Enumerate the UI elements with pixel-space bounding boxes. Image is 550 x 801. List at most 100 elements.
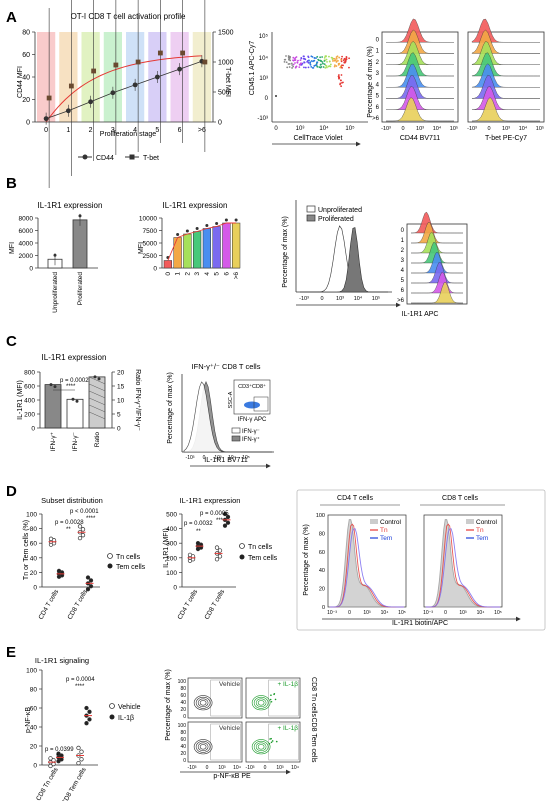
stars-d2-1: **: [196, 529, 201, 535]
flow-event: [304, 58, 307, 61]
data-point-tbet: [135, 59, 141, 65]
flow-y-tick: 40: [180, 744, 186, 750]
data-point-cd44: [132, 82, 138, 88]
pvalue-c: p = 0.0002: [60, 378, 89, 384]
data-point-tbet: [180, 50, 186, 56]
flow-event: [292, 56, 295, 59]
flow-event: [324, 66, 327, 69]
stage-label: 1: [376, 49, 380, 55]
flow-x-tick: 10⁴: [291, 765, 299, 771]
stars-d1-1: **: [66, 527, 71, 533]
hist-x-label-d: IL-1R1 biotin/APC: [392, 620, 448, 627]
flow-event: [309, 61, 312, 64]
legend-d2: Tn cells Tem cells: [239, 543, 278, 562]
legend-swatch-control: [370, 519, 378, 524]
y-tick-label: 40: [30, 555, 38, 562]
flow-event: [325, 55, 327, 57]
hist-x-tick: 10⁵: [372, 295, 380, 302]
flow-event: [299, 59, 302, 62]
x-tick-label: IFN-γ⁺: [50, 431, 57, 451]
pvalue-d2-2: p = 0.0005: [200, 511, 229, 517]
hatch: [88, 397, 106, 406]
pvalue-d1-1: p = 0.0028: [55, 520, 84, 526]
hist-y-label-c: Percentage of max (%): [167, 372, 174, 444]
contour: [195, 740, 211, 753]
y-tick-label: 100: [26, 512, 37, 519]
flow-event: [333, 57, 336, 60]
y-axis-label-c-right: Ratio IFN-γ⁺/IFN-γ⁻: [134, 369, 141, 431]
flow-x-tick: 0: [274, 126, 278, 132]
data-point-filled: [85, 587, 91, 592]
contour: [251, 695, 271, 711]
flow-gate: [268, 679, 299, 717]
flow-event: [307, 66, 310, 69]
hist-frame: [467, 31, 545, 123]
flow-event: [291, 64, 294, 66]
stage-label: 0: [376, 37, 380, 43]
flow-event: [339, 82, 342, 85]
hatch: [88, 390, 106, 399]
chart-title-a: OT-I CD8 T cell activation profile: [71, 12, 186, 21]
flow-gate: [210, 679, 241, 717]
flow-event: [340, 58, 342, 61]
contour: [193, 739, 213, 755]
flow-event: [283, 58, 286, 61]
data-point: [53, 253, 57, 257]
panel-label-b: B: [6, 175, 17, 192]
y-axis-label-a-right: T-bet MFI: [224, 67, 231, 97]
inset-c: CD3⁺CD8⁺ SSC-A IFN-γ APC: [228, 379, 271, 423]
flow-y-tick: 0: [183, 714, 186, 720]
data-point-cd44: [43, 116, 49, 122]
chart-title-d2: IL-1R1 expression: [180, 496, 241, 505]
flow-event: [340, 60, 343, 63]
flow-event: [320, 63, 322, 66]
legend-d2-tem: Tem cells: [248, 555, 278, 562]
data-point-cd44: [88, 99, 94, 105]
hist-x-tick: 10⁻³: [327, 610, 337, 616]
flow-event: [315, 63, 318, 66]
legend-a: CD44 T-bet: [78, 154, 159, 162]
hist-x-tick: 0: [348, 610, 351, 616]
x-tick-label: CD8 Tn cells: [35, 766, 60, 801]
data-point: [176, 233, 180, 236]
flow-event: [285, 55, 287, 57]
inset-y-label: SSC-A: [228, 391, 234, 408]
flow-event: [286, 66, 289, 69]
data-point-filled: [87, 717, 92, 722]
legend-d2-tn: Tn cells: [248, 544, 273, 551]
y-tick-label: 7500: [143, 228, 158, 235]
histogram-trace: [411, 281, 464, 304]
y-tick-label: 0: [33, 763, 37, 770]
hist-y-tick: 100: [316, 513, 325, 519]
flow-event: [337, 63, 340, 66]
y-tick-label: 8000: [19, 216, 34, 223]
panel-label-c: C: [6, 333, 17, 350]
flow-event: [306, 60, 309, 62]
histogram-trace: [183, 381, 272, 453]
hatch: [88, 404, 106, 413]
hist1-x-label-a: CD44 BV711: [400, 135, 440, 142]
legend-vehicle: Vehicle: [118, 704, 141, 711]
y-tick-label: 0: [26, 120, 30, 127]
hist-x-tick: 10³: [459, 610, 467, 616]
flow-event: [302, 57, 305, 60]
flow-event: [309, 63, 312, 66]
pvalue-d1-2: p < 0.0001: [70, 509, 99, 515]
y-axis-label-c-left: IL-1R1 (MFI): [17, 380, 24, 420]
flow-event: [322, 62, 324, 65]
hist-y-tick: 60: [319, 550, 325, 556]
flow-y-tick: 10⁴: [259, 55, 269, 62]
hist-x-tick: 0: [487, 126, 490, 132]
legend-marker-tbet: [129, 154, 135, 160]
x-tick-label: CD8 T cells: [203, 588, 226, 621]
hist-x-tick: 10³: [336, 296, 344, 302]
hist-title-d-cd8: CD8 T cells: [442, 495, 478, 502]
y-tick-label: 0: [29, 266, 33, 273]
histogram-stack-tbet: -10³ 0 10³ 10⁴ 10⁵: [467, 18, 545, 132]
data-point-tbet: [157, 50, 163, 56]
histogram-trace: [411, 262, 463, 284]
flow-event: [297, 59, 299, 62]
bar: [202, 228, 211, 269]
hist-x-tick: 10⁻³: [423, 610, 433, 616]
